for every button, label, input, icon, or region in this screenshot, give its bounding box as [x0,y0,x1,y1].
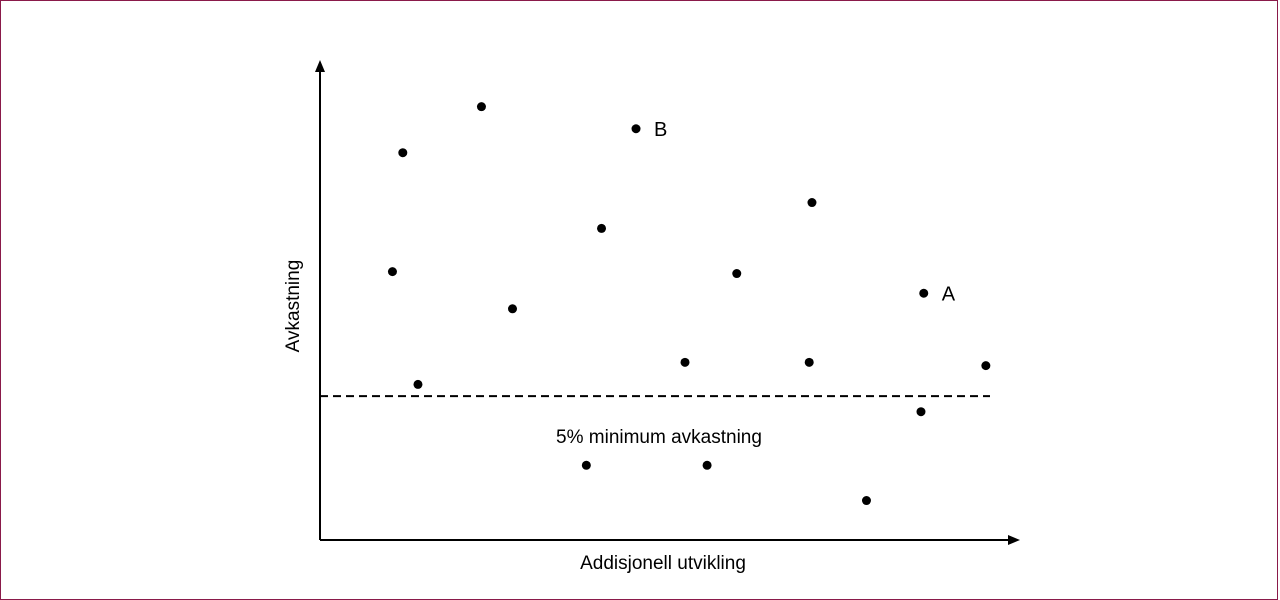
y-axis-label: Avkastning [283,260,304,353]
threshold-label: 5% minimum avkastning [556,427,762,448]
data-point [861,496,871,506]
data-point [732,269,742,279]
data-point [387,267,397,277]
data-point [476,102,486,112]
data-point [597,223,607,233]
data-point [919,288,929,298]
data-point [508,304,518,314]
data-point [398,148,408,158]
data-point [916,407,926,417]
data-point [804,357,814,367]
x-axis-arrow [1008,535,1020,545]
point-label: B [654,119,667,141]
points-layer: BA [387,102,991,506]
data-point [807,198,817,208]
data-point [680,357,690,367]
y-axis-arrow [315,60,325,72]
data-point [413,379,423,389]
data-point [631,124,641,134]
point-label: A [942,283,956,305]
axes [315,60,1020,545]
data-point [702,460,712,470]
data-point [581,460,591,470]
data-point [981,361,991,371]
x-axis-label: Addisjonell utvikling [580,553,746,574]
